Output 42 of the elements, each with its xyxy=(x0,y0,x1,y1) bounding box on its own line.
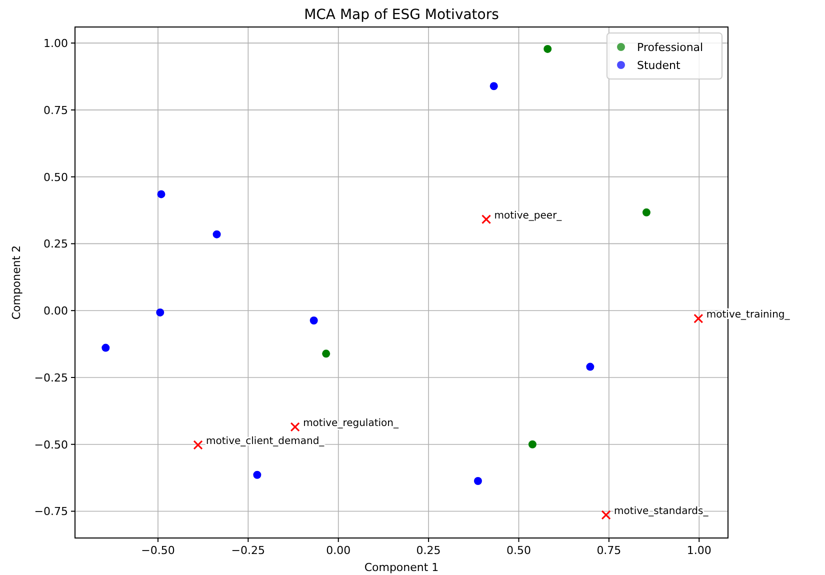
point xyxy=(290,422,300,432)
point xyxy=(528,440,536,448)
x-tick-label: 0.50 xyxy=(506,544,531,557)
point xyxy=(544,44,552,53)
y-axis-title: Component 2 xyxy=(10,245,23,320)
y-tick-label: 0.25 xyxy=(44,238,68,251)
y-tick-label: 0.75 xyxy=(44,104,68,117)
y-tick-label: −0.25 xyxy=(34,371,68,384)
point xyxy=(253,470,262,479)
y-tick-label: −0.50 xyxy=(34,438,68,452)
point xyxy=(490,82,498,90)
legend-label: Professional xyxy=(637,41,704,54)
point xyxy=(322,350,330,358)
annotation: motive_standards_ xyxy=(614,506,710,517)
legend-label: Student xyxy=(637,59,681,72)
point xyxy=(193,440,203,450)
point xyxy=(694,314,704,324)
annotation: motive_regulation_ xyxy=(303,418,400,429)
annotation: motive_client_demand_ xyxy=(206,436,326,447)
x-tick-label: 0.25 xyxy=(416,544,441,557)
point xyxy=(474,477,482,486)
point xyxy=(642,208,650,216)
point xyxy=(212,230,221,238)
point xyxy=(157,190,166,198)
point xyxy=(156,308,164,316)
x-tick-label: −0.25 xyxy=(231,544,266,557)
point xyxy=(102,344,110,352)
point xyxy=(481,214,492,224)
y-tick-label: −0.75 xyxy=(34,505,68,518)
x-tick-label: −0.50 xyxy=(141,544,175,557)
y-tick-label: 1.00 xyxy=(44,37,68,50)
y-tick-label: 0.00 xyxy=(44,304,68,318)
x-tick-label: 0.75 xyxy=(596,544,622,557)
x-axis-title: Component 1 xyxy=(364,561,439,574)
chart-title: MCA Map of ESG Motivators xyxy=(304,7,499,23)
x-tick-label: 0.00 xyxy=(326,544,351,557)
point xyxy=(586,362,594,371)
annotation: motive_peer_ xyxy=(494,210,563,222)
y-tick-label: 0.50 xyxy=(44,170,68,184)
x-tick-label: 1.00 xyxy=(686,544,712,557)
point xyxy=(601,510,611,520)
point xyxy=(310,316,318,324)
